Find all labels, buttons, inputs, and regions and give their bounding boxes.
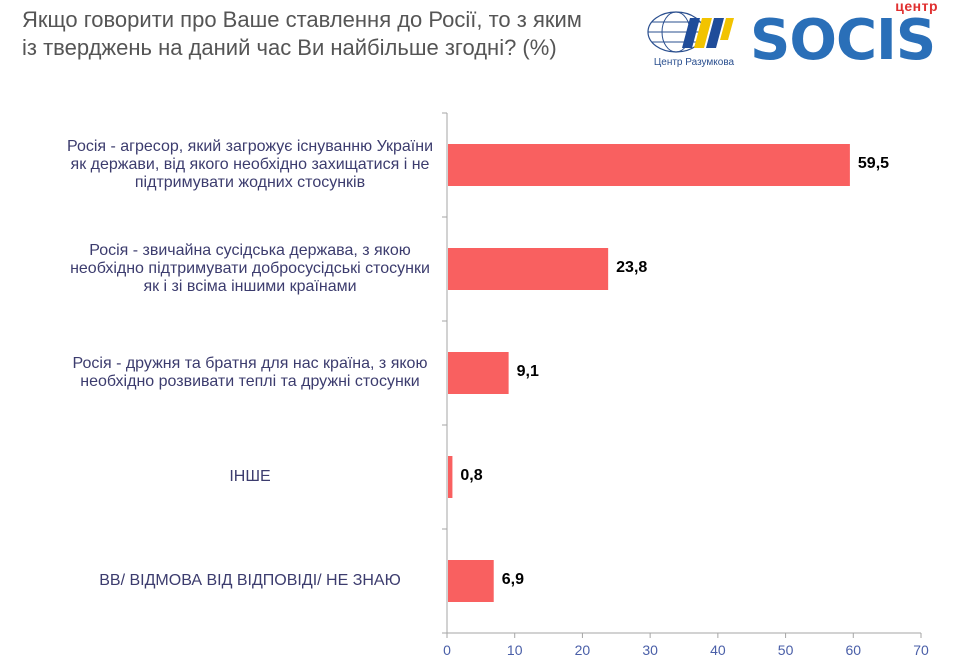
bar	[448, 456, 453, 498]
category-label: ВВ/ ВІДМОВА ВІД ВІДПОВІДІ/ НЕ ЗНАЮ	[99, 572, 401, 589]
x-tick-label: 60	[845, 642, 861, 658]
data-label: 0,8	[460, 467, 483, 484]
razumkov-logo: Центр Разумкова	[640, 10, 748, 76]
x-tick-label: 70	[913, 642, 929, 658]
category-label: Росія - звичайна сусідська держава, з як…	[70, 242, 430, 295]
chart-title: Якщо говорити про Ваше ставлення до Росі…	[22, 7, 582, 60]
razumkov-caption: Центр Разумкова	[653, 57, 735, 68]
globe-icon	[647, 11, 734, 53]
x-tick-label: 40	[710, 642, 726, 658]
data-label: 59,5	[857, 155, 890, 172]
data-label: 6,9	[501, 571, 524, 588]
category-label: ІНШЕ	[229, 468, 271, 485]
data-label: 23,8	[616, 259, 648, 276]
bar	[448, 560, 494, 602]
bar	[448, 144, 850, 186]
socis-top-text: центр	[895, 0, 938, 14]
x-tick-label: 0	[443, 642, 451, 658]
bar	[448, 248, 609, 290]
socis-logo: центр SOCIS	[750, 0, 950, 73]
x-tick-label: 10	[507, 642, 523, 658]
x-tick-label: 20	[575, 642, 591, 658]
data-label: 9,1	[516, 363, 539, 380]
x-tick-label: 30	[642, 642, 658, 658]
x-tick-label: 50	[778, 642, 794, 658]
category-label: Росія - агресор, який загрожує існуванню…	[66, 138, 434, 191]
category-label: Росія - дружня та братня для нас країна,…	[72, 355, 428, 390]
socis-wordmark: SOCIS	[750, 8, 936, 73]
bar	[448, 352, 509, 394]
